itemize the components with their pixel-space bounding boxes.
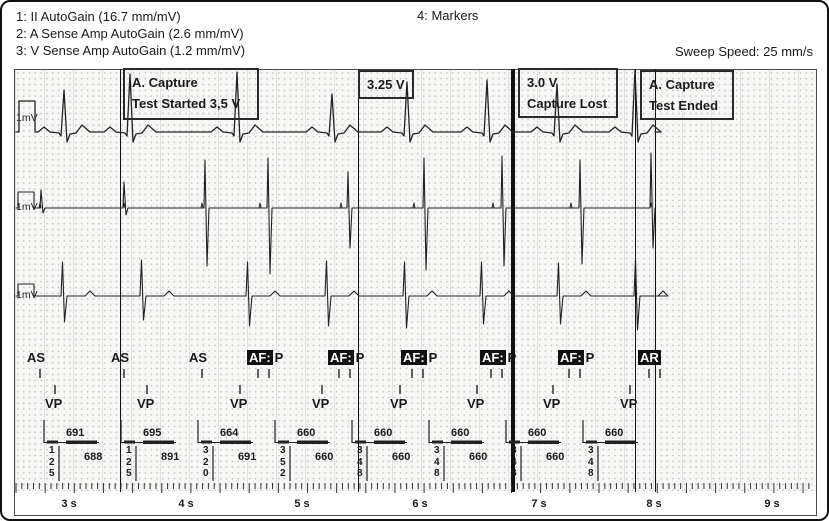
av-interval-stack: 3 4 8 <box>434 445 440 479</box>
atrial-marker-boxed: AF: P <box>401 350 437 365</box>
channel-2-label: 2: A Sense Amp AutoGain (2.6 mm/mV) <box>16 26 244 41</box>
cal-label-aegm: 1mV <box>16 201 38 213</box>
event-line <box>634 69 636 492</box>
aa-interval-value: 660 <box>605 427 624 439</box>
event-line <box>119 69 121 492</box>
atrial-marker-boxed: AR <box>638 350 661 365</box>
aa-interval-value: 660 <box>297 427 316 439</box>
ventricular-marker: VP <box>45 396 63 411</box>
aa-interval-value: 664 <box>220 427 239 439</box>
av-interval-stack: 1 2 5 <box>49 445 55 479</box>
av-interval-stack: 1 2 5 <box>126 445 132 479</box>
marker-suffix: P <box>585 350 595 365</box>
strip-chart-grid <box>15 70 816 491</box>
aa-interval-value: 660 <box>451 427 470 439</box>
marker-box: AF: <box>328 350 354 365</box>
ventricular-marker: VP <box>137 396 155 411</box>
marker-box: AR <box>638 350 661 365</box>
time-axis-label: 6 s <box>412 498 428 510</box>
av-interval-stack: 3 2 0 <box>203 445 209 479</box>
marker-box: AF: <box>401 350 427 365</box>
marker-suffix: P <box>428 350 438 365</box>
marker-suffix: P <box>274 350 284 365</box>
atrial-marker: AS <box>111 350 130 365</box>
aa-interval-value: 691 <box>66 427 85 439</box>
annotation-line: A. Capture <box>649 77 715 92</box>
time-axis-label: 9 s <box>764 498 780 510</box>
sweep-speed-label: Sweep Speed: 25 mm/s <box>674 44 813 59</box>
annotation-test-ended: A. Capture Test Ended <box>640 70 734 120</box>
time-axis-label: 3 s <box>61 498 77 510</box>
vv-interval-value: 691 <box>238 451 257 463</box>
av-interval-stack: 3 4 8 <box>511 445 517 479</box>
ventricular-marker: VP <box>467 396 485 411</box>
atrial-marker-boxed: AF: P <box>247 350 283 365</box>
atrial-marker-boxed: AF: P <box>328 350 364 365</box>
marker-suffix: P <box>355 350 365 365</box>
marker-box: AF: <box>480 350 506 365</box>
event-line <box>357 69 359 492</box>
channel-1-label: 1: II AutoGain (16.7 mm/mV) <box>16 9 181 24</box>
ventricular-marker: VP <box>543 396 561 411</box>
ventricular-marker: VP <box>230 396 248 411</box>
marker-suffix: P <box>507 350 517 365</box>
vv-interval-value: 660 <box>469 451 488 463</box>
time-axis-label: 8 s <box>646 498 662 510</box>
cal-label-vegm: 1mV <box>16 289 38 301</box>
aa-interval-value: 660 <box>528 427 547 439</box>
channel-3-label: 3: V Sense Amp AutoGain (1.2 mm/mV) <box>16 43 246 58</box>
atrial-marker-boxed: AF: P <box>558 350 594 365</box>
event-line <box>654 69 656 492</box>
vv-interval-value: 660 <box>546 451 565 463</box>
vv-interval-value: 660 <box>392 451 411 463</box>
av-interval-stack: 3 4 8 <box>357 445 363 479</box>
atrial-marker: AS <box>189 350 208 365</box>
annotation-line: 3.25 V <box>367 77 405 92</box>
atrial-marker: AS <box>27 350 46 365</box>
channel-legend: 1: II AutoGain (16.7 mm/mV) 2: A Sense A… <box>16 8 245 59</box>
annotation-voltage-step: 3.25 V <box>358 70 414 99</box>
annotation-line: Test Started 3,5 V <box>132 96 241 111</box>
ventricular-marker: VP <box>390 396 408 411</box>
marker-box: AF: <box>558 350 584 365</box>
aa-interval-value: 695 <box>143 427 162 439</box>
av-interval-stack: 3 4 8 <box>588 445 594 479</box>
annotation-line: Capture Lost <box>527 96 608 111</box>
atrial-marker-boxed: AF: P <box>480 350 516 365</box>
av-interval-stack: 3 5 2 <box>280 445 286 479</box>
time-axis-label: 5 s <box>294 498 310 510</box>
annotation-test-started: A. Capture Test Started 3,5 V <box>123 68 259 120</box>
marker-box: AF: <box>247 350 273 365</box>
vv-interval-value: 688 <box>84 451 103 463</box>
ventricular-marker: VP <box>312 396 330 411</box>
aa-interval-value: 660 <box>374 427 393 439</box>
annotation-line: 3.0 V <box>527 75 558 90</box>
time-axis-label: 7 s <box>531 498 547 510</box>
event-line <box>511 69 515 492</box>
vv-interval-value: 660 <box>315 451 334 463</box>
channel-4-label: 4: Markers <box>417 8 479 23</box>
ventricular-marker: VP <box>620 396 638 411</box>
annotation-capture-lost: 3.0 V Capture Lost <box>518 68 618 118</box>
annotation-line: Test Ended <box>649 98 719 113</box>
vv-interval-value: 891 <box>161 451 180 463</box>
annotation-line: A. Capture <box>132 75 198 90</box>
cal-label-ecg: 1mV <box>16 112 38 124</box>
time-axis-label: 4 s <box>178 498 194 510</box>
